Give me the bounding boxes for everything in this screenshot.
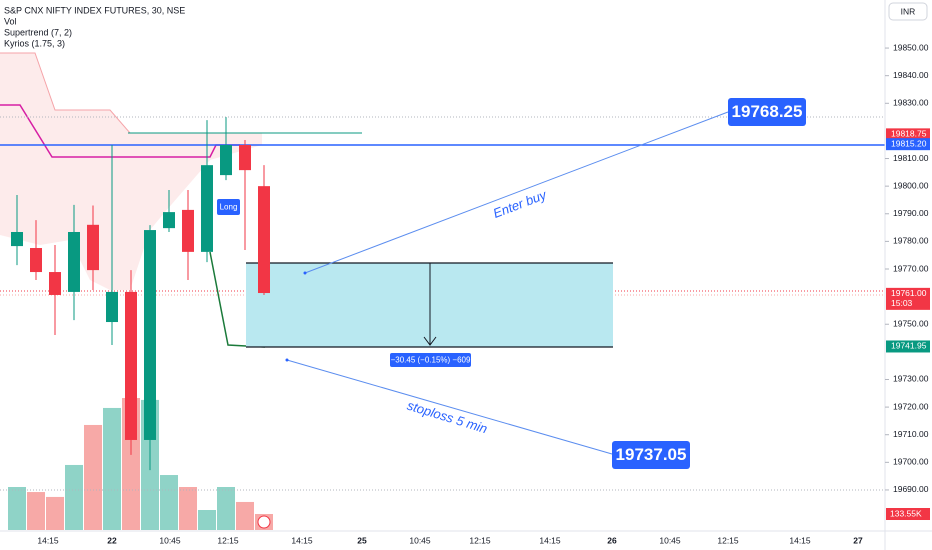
- volume-bar: [160, 475, 178, 530]
- signal-box: [217, 199, 240, 215]
- y-tick-label: 19810.00: [893, 153, 929, 163]
- candle-body: [258, 186, 270, 294]
- candle-body: [239, 144, 251, 171]
- candle-body: [125, 291, 137, 440]
- replay-icon: [257, 515, 271, 529]
- x-tick-label: 14:15: [291, 535, 313, 545]
- indicator: Supertrend (7, 2): [4, 27, 72, 37]
- price-marker-label: 19761.00: [891, 288, 927, 298]
- x-tick-label: 26: [607, 535, 617, 545]
- measure-box: [390, 353, 471, 367]
- candle-body: [30, 248, 42, 273]
- callout-dot: [285, 358, 289, 362]
- y-tick-label: 19840.00: [893, 70, 929, 80]
- candle-body: [201, 165, 213, 252]
- x-tick-label: 10:45: [659, 535, 681, 545]
- volume-bar: [8, 487, 26, 530]
- volume-bar: [236, 501, 254, 530]
- x-tick-label: 14:15: [539, 535, 561, 545]
- entry-price: 19768.25: [732, 102, 803, 121]
- range-arrow-head: [423, 336, 437, 346]
- y-tick-label: 19850.00: [893, 42, 929, 52]
- x-tick-label: 14:15: [789, 535, 811, 545]
- x-tick-label: 12:15: [217, 535, 239, 545]
- stop-price: 19737.05: [616, 445, 687, 464]
- y-tick-label: 19730.00: [893, 374, 929, 384]
- candle-body: [49, 272, 61, 295]
- volume-label: 133.55K: [890, 508, 922, 518]
- currency-button[interactable]: [888, 2, 928, 21]
- volume-bar: [84, 424, 102, 530]
- candle-body: [87, 224, 99, 271]
- price-marker: [886, 128, 930, 141]
- candle-body: [106, 291, 118, 323]
- x-tick-label: 25: [357, 535, 367, 545]
- volume-bar: [103, 407, 121, 530]
- supertrend-fill: [0, 53, 262, 290]
- y-tick-label: 19720.00: [893, 401, 929, 411]
- candle-layer: [11, 117, 270, 471]
- volume-bar: [65, 464, 83, 530]
- candle-body: [144, 230, 156, 440]
- price-marker-label: 19818.75: [891, 129, 927, 139]
- candle-body: [163, 212, 175, 229]
- y-tick-label: 19710.00: [893, 429, 929, 439]
- y-tick-label: 19790.00: [893, 208, 929, 218]
- price-marker-label: 19741.95: [891, 341, 927, 351]
- y-tick-label: 19780.00: [893, 236, 929, 246]
- candle-body: [182, 209, 194, 252]
- price-marker: [886, 138, 930, 151]
- price-marker-label: 19815.20: [891, 138, 927, 148]
- y-tick-label: 19690.00: [893, 484, 929, 494]
- signal-label: Long: [220, 203, 238, 212]
- measure-label: −30.45 (−0.15%) −609: [391, 356, 471, 365]
- callout-line: [286, 359, 613, 455]
- volume-bar: [198, 509, 216, 530]
- y-tick-label: 19700.00: [893, 457, 929, 467]
- chart-title: S&P CNX NIFTY INDEX FUTURES, 30, NSE: [4, 5, 185, 15]
- countdown: 15:03: [891, 298, 913, 308]
- volume-bar: [27, 492, 45, 530]
- y-tick-label: 19800.00: [893, 180, 929, 190]
- x-tick-label: 27: [853, 535, 863, 545]
- volume-marker: [886, 508, 930, 521]
- candle-body: [220, 144, 232, 176]
- volume-bar: [179, 487, 197, 530]
- x-tick-label: 12:15: [469, 535, 491, 545]
- price-marker: [886, 340, 930, 353]
- x-tick-label: 12:15: [717, 535, 739, 545]
- callout-box: [728, 98, 806, 126]
- x-tick-label: 22: [107, 535, 117, 545]
- y-tick-label: 19830.00: [893, 98, 929, 108]
- indicator: Kyrios (1.75, 3): [4, 38, 65, 48]
- currency: INR: [901, 6, 916, 16]
- candle-body: [11, 231, 23, 247]
- volume-bar: [46, 496, 64, 530]
- callout-line: [304, 111, 729, 274]
- candle-body: [68, 231, 80, 292]
- volume-bar: [217, 487, 235, 530]
- y-tick-label: 19770.00: [893, 263, 929, 273]
- price-marker: [886, 287, 930, 310]
- callout-dot: [303, 271, 307, 275]
- x-tick-label: 14:15: [37, 535, 59, 545]
- callout-box: [612, 441, 690, 469]
- y-tick-label: 19750.00: [893, 318, 929, 328]
- indicator: Vol: [4, 16, 17, 26]
- x-tick-label: 10:45: [159, 535, 181, 545]
- x-tick-label: 10:45: [409, 535, 431, 545]
